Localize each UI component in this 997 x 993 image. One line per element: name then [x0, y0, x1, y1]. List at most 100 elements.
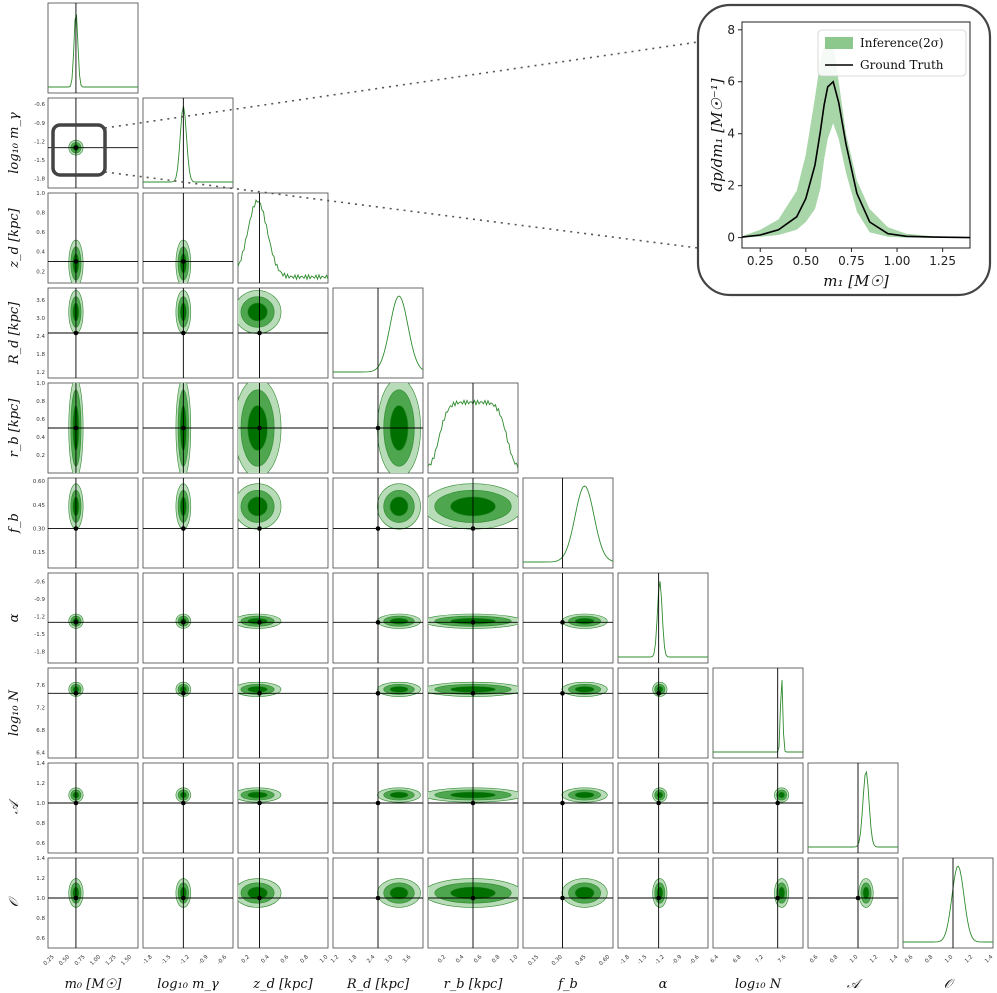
- credible-region-3: [574, 886, 595, 900]
- contour-panel-8-2: [237, 762, 329, 854]
- posterior-curve: [903, 865, 993, 943]
- posterior-curve: [48, 14, 138, 88]
- contour-panel-9-0: 0.25 0.50 0.75 1.00 1.25 1.50 m₀ [M☉] 0.6 0.8 1.0…: [7, 856, 139, 992]
- contour-panel-4-1: [142, 382, 234, 474]
- truth-point: [257, 330, 262, 336]
- truth-point: [470, 620, 476, 625]
- y-tick-label: 0.6: [36, 841, 45, 847]
- credible-region-3: [778, 791, 785, 799]
- credible-region-3: [778, 886, 785, 900]
- hist-panel-0: [47, 2, 139, 94]
- y-axis-label: 𝒜: [7, 798, 22, 814]
- inset-xtick-label: 0.75: [838, 254, 865, 268]
- x-tick-label: 0.8: [924, 954, 935, 965]
- y-axis-label: α: [7, 613, 22, 622]
- truth-point: [257, 895, 262, 901]
- posterior-curve: [808, 770, 898, 848]
- contour-panel-6-1: [142, 572, 234, 664]
- y-tick-label: 1.0: [36, 191, 45, 197]
- truth-point: [257, 425, 262, 431]
- credible-region-3: [389, 886, 409, 900]
- y-tick-label: 0.8: [36, 211, 45, 217]
- truth-point: [257, 620, 262, 625]
- x-tick-label: 0.2: [437, 954, 447, 964]
- panel-frame: [47, 857, 139, 949]
- y-tick-label: -1.5: [34, 158, 45, 164]
- truth-point: [181, 259, 186, 264]
- credible-region-3: [574, 617, 595, 625]
- y-tick-label: 0.8: [36, 916, 45, 922]
- y-tick-label: 7.6: [36, 683, 45, 689]
- contour-panel-3-1: [142, 287, 234, 379]
- credible-region-3: [389, 496, 409, 517]
- y-tick-label: -0.6: [34, 580, 45, 586]
- y-tick-label: 1.2: [36, 781, 45, 787]
- y-tick-label: -1.2: [34, 139, 45, 145]
- x-tick-label: 1.25: [105, 954, 118, 967]
- x-tick-label: -1.2: [179, 954, 191, 966]
- contour-panel-9-2: 0.2 0.4 0.6 0.8 1.0 z_d [kpc]: [237, 857, 330, 992]
- y-tick-label: 0.6: [36, 936, 45, 942]
- panel-frame: [237, 762, 329, 854]
- contour-panel-7-6: [617, 667, 709, 759]
- truth-point: [181, 330, 186, 336]
- contour-panel-9-5: 0.15 0.30 0.45 0.60 f_b: [522, 857, 614, 992]
- truth-point: [73, 620, 79, 625]
- x-tick-label: 1.0: [849, 954, 860, 965]
- contour-panel-7-0: 6.4 6.8 7.2 7.6 log₁₀ N: [7, 667, 139, 759]
- contour-panel-8-7: [712, 762, 804, 854]
- contour-panel-8-6: [617, 762, 709, 854]
- contour-panel-5-1: [142, 477, 234, 569]
- y-tick-label: 1.8: [36, 352, 45, 358]
- zoom-callout: [51, 41, 699, 249]
- truth-point: [181, 425, 186, 431]
- contour-panel-9-8: 0.6 0.8 1.0 1.2 1.4 𝒜: [807, 857, 900, 992]
- panel-frame: [522, 762, 614, 854]
- credible-region-3: [389, 686, 409, 693]
- posterior-curve: [143, 105, 233, 183]
- hist-panel-5: [522, 477, 614, 569]
- panel-frame: [522, 667, 614, 759]
- panel-frame: [47, 97, 139, 189]
- x-tick-label: 0.45: [575, 954, 588, 967]
- truth-point: [375, 526, 381, 531]
- x-tick-label: 0.4: [260, 954, 271, 965]
- x-tick-label: 0.6: [280, 954, 291, 965]
- contour-panel-3-2: [237, 287, 329, 379]
- y-axis-label: log₁₀ m_γ: [7, 112, 22, 174]
- truth-point: [257, 691, 262, 696]
- inset-xtick-label: 0.50: [792, 254, 819, 268]
- x-tick-label: -1.5: [637, 954, 649, 966]
- contour-panel-1-0: -1.8 -1.5 -1.2 -0.9 -0.6 log₁₀ m_γ: [7, 97, 139, 189]
- contour-panel-9-1: -1.8 -1.5 -1.2 -0.9 -0.6 log₁₀ m_γ: [142, 857, 234, 992]
- inset-xtick-label: 1.00: [884, 254, 911, 268]
- x-tick-label: -1.5: [161, 954, 173, 966]
- y-tick-label: 0.4: [36, 435, 45, 441]
- truth-point: [775, 895, 780, 901]
- contour-panel-5-0: 0.15 0.30 0.45 0.60 f_b: [7, 477, 139, 569]
- y-tick-label: -0.9: [34, 597, 45, 603]
- hist-panel-6: [617, 572, 709, 664]
- contour-panel-9-3: 1.2 1.8 2.4 3.0 3.6 R_d [kpc]: [330, 857, 424, 992]
- x-tick-label: 0.6: [904, 954, 915, 965]
- credible-region-3: [247, 791, 268, 799]
- legend-entry-truth: Ground Truth: [860, 58, 944, 72]
- panel-frame: [902, 857, 994, 949]
- x-axis-label: α: [659, 977, 668, 992]
- x-tick-label: 0.2: [241, 954, 251, 964]
- y-tick-label: 0.60: [33, 479, 46, 485]
- y-tick-label: 0.8: [36, 821, 45, 827]
- truth-point: [470, 895, 476, 901]
- contour-panel-5-2: [237, 477, 329, 569]
- x-axis-label: R_d [kpc]: [346, 977, 410, 992]
- ground-truth-line: [741, 80, 971, 239]
- contour-panel-8-3: [332, 762, 424, 854]
- credible-region-3: [389, 617, 409, 625]
- x-tick-label: 0.75: [74, 954, 87, 967]
- panel-frame: [237, 192, 329, 284]
- posterior-curve: [238, 198, 328, 281]
- hist-panel-8: [807, 762, 899, 854]
- inset-ytick-label: 8: [727, 23, 735, 37]
- contour-panel-7-2: [237, 667, 329, 759]
